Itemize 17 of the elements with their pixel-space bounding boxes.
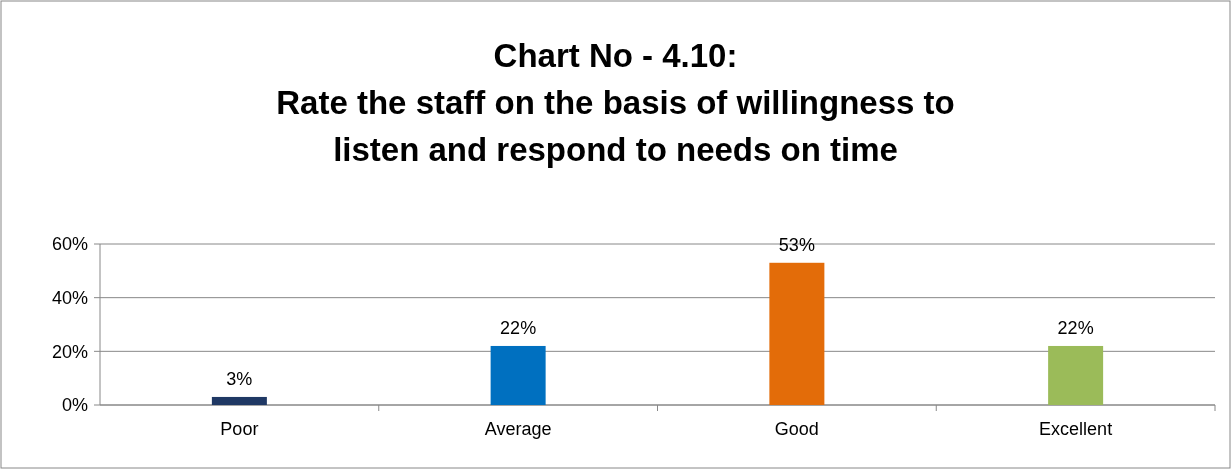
x-tick-label: Poor [220, 419, 259, 439]
data-label: 53% [778, 234, 815, 255]
data-label: 22% [500, 317, 537, 338]
data-label: 22% [1057, 317, 1094, 338]
bar [211, 396, 267, 405]
bar [769, 262, 825, 405]
y-tick-label: 20% [51, 341, 88, 362]
x-tick-label: Excellent [1039, 419, 1113, 439]
y-tick-label: 0% [61, 395, 88, 416]
x-tick-label: Average [484, 419, 552, 439]
y-tick-label: 40% [51, 287, 88, 308]
x-tick-label: Good [774, 419, 819, 439]
chart-title: Chart No - 4.10: Rate the staff on the basis of willingness to listen and respond to needs on time [276, 37, 955, 168]
bar [1048, 345, 1104, 405]
bar [490, 345, 546, 405]
data-label: 3% [226, 368, 253, 389]
y-tick-label: 60% [51, 234, 88, 255]
